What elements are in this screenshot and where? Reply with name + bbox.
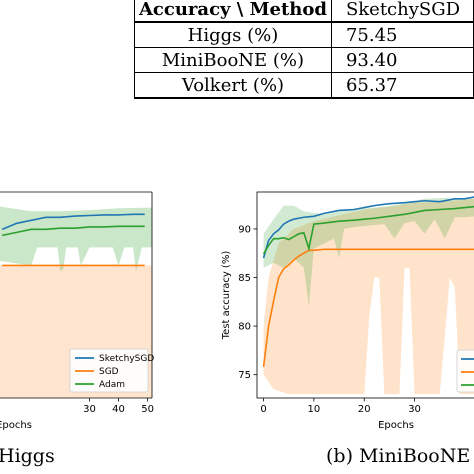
x-tick-label: 10 [308,404,321,415]
table-cell: 93.40 [330,47,474,73]
y-tick-label: 75 [238,370,251,381]
legend-label-adam: Adam [99,380,125,390]
series-line-adam [2,225,145,237]
plot-area [262,196,474,395]
table-cell: 65.37 [330,72,474,99]
legend-label-sketchysgd: SketchySGD [99,354,154,364]
x-axis-label: Epochs [0,420,32,431]
sgd-variance-band [263,198,474,395]
y-tick-label: 80 [238,322,251,333]
table-cell: MiniBooNE (%) [134,47,332,73]
x-axis-label: Epochs [378,420,414,431]
y-axis-label: Test accuracy (%) [221,251,232,341]
series-line-sketchysgd [1,213,145,231]
series-line-sketchysgd [262,196,474,259]
table-header-row: Accuracy \ Method SketchySGD [134,0,474,23]
table-cell: Higgs (%) [134,21,332,48]
adam-variance-band [0,206,152,272]
plot-frame [256,191,474,399]
table-row: Volkert (%) 65.37 [134,72,474,99]
table-header-cell: Accuracy \ Method [134,0,332,23]
table-row: Higgs (%) 75.45 [134,21,474,48]
x-tick-label: 20 [358,404,371,415]
legend-box [69,348,149,393]
table-cell: Volkert (%) [134,72,332,99]
y-tick-label: 90 [238,224,251,235]
results-table: Accuracy \ Method SketchySGD Higgs (%) 7… [134,0,474,99]
y-tick-label: 85 [238,273,251,284]
x-tick-label: 30 [83,404,96,415]
table-cell: 75.45 [330,21,474,48]
x-tick-label: 30 [408,404,421,415]
table-row: MiniBooNE (%) 93.40 [134,47,474,73]
x-tick-label: 40 [112,404,125,415]
caption-left: Higgs [0,445,55,467]
x-tick-label: 0 [260,404,266,415]
caption-right: (b) MiniBooNE [326,445,471,467]
table-header-cell: SketchySGD [330,0,474,23]
adam-variance-band [263,197,474,307]
legend-box [456,349,474,393]
series-line-adam [262,205,474,255]
legend-label-sgd: SGD [99,367,119,377]
x-tick-label: 50 [141,404,154,415]
